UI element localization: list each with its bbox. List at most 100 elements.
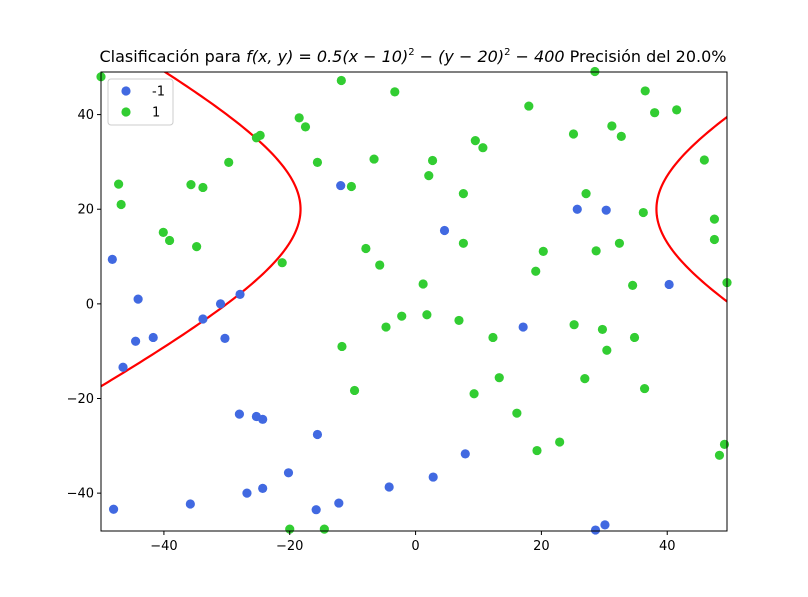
point-neg-30 bbox=[664, 279, 674, 290]
point-neg-2 bbox=[131, 336, 141, 346]
point-neg-28 bbox=[600, 520, 610, 530]
point-pos-63 bbox=[699, 155, 709, 165]
point-neg-21 bbox=[384, 482, 394, 492]
point-neg-0 bbox=[107, 254, 117, 264]
point-pos-47 bbox=[581, 189, 591, 199]
point-pos-48 bbox=[580, 374, 590, 384]
point-neg-11 bbox=[234, 409, 245, 419]
point-pos-50 bbox=[591, 246, 601, 256]
point-pos-17 bbox=[361, 243, 371, 254]
y-axis: −40 −20 0 20 40 bbox=[67, 108, 101, 502]
point-pos-33 bbox=[458, 238, 468, 248]
data-points bbox=[96, 66, 732, 535]
point-pos-38 bbox=[494, 373, 504, 383]
point-neg-3 bbox=[148, 332, 158, 343]
point-pos-45 bbox=[568, 129, 579, 139]
point-pos-32 bbox=[458, 189, 468, 199]
point-pos-18 bbox=[369, 154, 379, 164]
point-neg-15 bbox=[258, 483, 268, 494]
point-pos-34 bbox=[470, 136, 480, 146]
point-neg-5 bbox=[108, 504, 119, 514]
point-pos-62 bbox=[672, 105, 682, 115]
point-pos-26 bbox=[427, 155, 438, 166]
point-neg-25 bbox=[518, 322, 528, 332]
point-pos-39 bbox=[512, 408, 522, 418]
point-pos-41 bbox=[531, 266, 541, 276]
point-neg-14 bbox=[258, 414, 268, 424]
y-tick-label: 40 bbox=[77, 108, 94, 123]
point-pos-40 bbox=[524, 101, 534, 111]
point-pos-28 bbox=[349, 385, 360, 396]
y-tick-label: 20 bbox=[77, 203, 94, 218]
point-pos-24 bbox=[422, 310, 432, 320]
point-pos-51 bbox=[597, 324, 608, 335]
point-neg-19 bbox=[334, 498, 344, 508]
point-pos-46 bbox=[569, 320, 579, 330]
x-tick-label: 40 bbox=[659, 539, 676, 554]
point-pos-52 bbox=[602, 345, 612, 355]
x-tick-label: −20 bbox=[276, 539, 303, 554]
point-pos-16 bbox=[346, 181, 356, 192]
point-pos-25 bbox=[424, 171, 434, 181]
point-pos-66 bbox=[714, 450, 725, 460]
point-neg-10 bbox=[235, 289, 245, 299]
x-tick-label: 20 bbox=[533, 539, 550, 554]
legend-label: 1 bbox=[152, 106, 160, 121]
point-pos-7 bbox=[198, 182, 208, 193]
x-axis: −40 −20 0 20 40 bbox=[150, 531, 676, 554]
point-neg-12 bbox=[242, 488, 252, 498]
legend-marker bbox=[121, 86, 131, 96]
point-pos-19 bbox=[375, 260, 385, 270]
point-pos-31 bbox=[454, 315, 464, 326]
point-pos-10 bbox=[255, 130, 265, 141]
point-neg-8 bbox=[215, 299, 226, 309]
point-neg-23 bbox=[439, 225, 450, 236]
legend-label: -1 bbox=[152, 85, 165, 100]
point-pos-37 bbox=[488, 332, 498, 343]
point-pos-61 bbox=[650, 108, 660, 118]
point-neg-17 bbox=[312, 429, 323, 440]
point-pos-57 bbox=[629, 332, 640, 343]
point-pos-60 bbox=[639, 383, 650, 394]
point-neg-18 bbox=[311, 505, 321, 515]
point-pos-5 bbox=[186, 180, 196, 190]
point-pos-36 bbox=[469, 389, 479, 399]
point-pos-64 bbox=[709, 214, 720, 224]
point-pos-14 bbox=[312, 157, 323, 167]
point-pos-11 bbox=[277, 258, 287, 268]
point-neg-27 bbox=[601, 205, 611, 215]
point-pos-44 bbox=[555, 437, 565, 447]
boundary-curve-right bbox=[655, 115, 727, 303]
plot-frame bbox=[100, 71, 728, 532]
point-pos-43 bbox=[538, 246, 548, 256]
point-pos-42 bbox=[532, 445, 542, 456]
point-pos-13 bbox=[300, 122, 311, 132]
point-pos-54 bbox=[614, 238, 625, 248]
point-pos-2 bbox=[116, 199, 126, 210]
point-pos-67 bbox=[719, 439, 730, 450]
point-pos-65 bbox=[709, 234, 720, 245]
point-neg-7 bbox=[198, 314, 208, 324]
legend: -11 bbox=[107, 78, 174, 126]
point-pos-53 bbox=[607, 121, 617, 131]
y-tick-label: −40 bbox=[67, 487, 94, 502]
boundary-curve-left bbox=[101, 72, 302, 388]
point-pos-20 bbox=[381, 322, 391, 332]
point-pos-59 bbox=[640, 86, 650, 96]
chart-title: Clasificación para f(x, y) = 0.5(x − 10)… bbox=[100, 47, 727, 66]
point-pos-35 bbox=[478, 143, 488, 153]
point-pos-3 bbox=[158, 227, 168, 238]
x-tick-label: −40 bbox=[150, 539, 177, 554]
y-tick-label: 0 bbox=[86, 297, 94, 312]
point-pos-55 bbox=[616, 131, 626, 141]
point-pos-15 bbox=[336, 75, 346, 86]
point-neg-22 bbox=[428, 472, 438, 482]
x-tick-label: 0 bbox=[411, 539, 419, 554]
point-neg-16 bbox=[283, 468, 294, 478]
legend-marker bbox=[121, 107, 131, 117]
point-neg-29 bbox=[590, 525, 601, 535]
point-pos-6 bbox=[192, 242, 202, 252]
point-pos-58 bbox=[638, 207, 648, 218]
point-pos-27 bbox=[337, 341, 347, 352]
